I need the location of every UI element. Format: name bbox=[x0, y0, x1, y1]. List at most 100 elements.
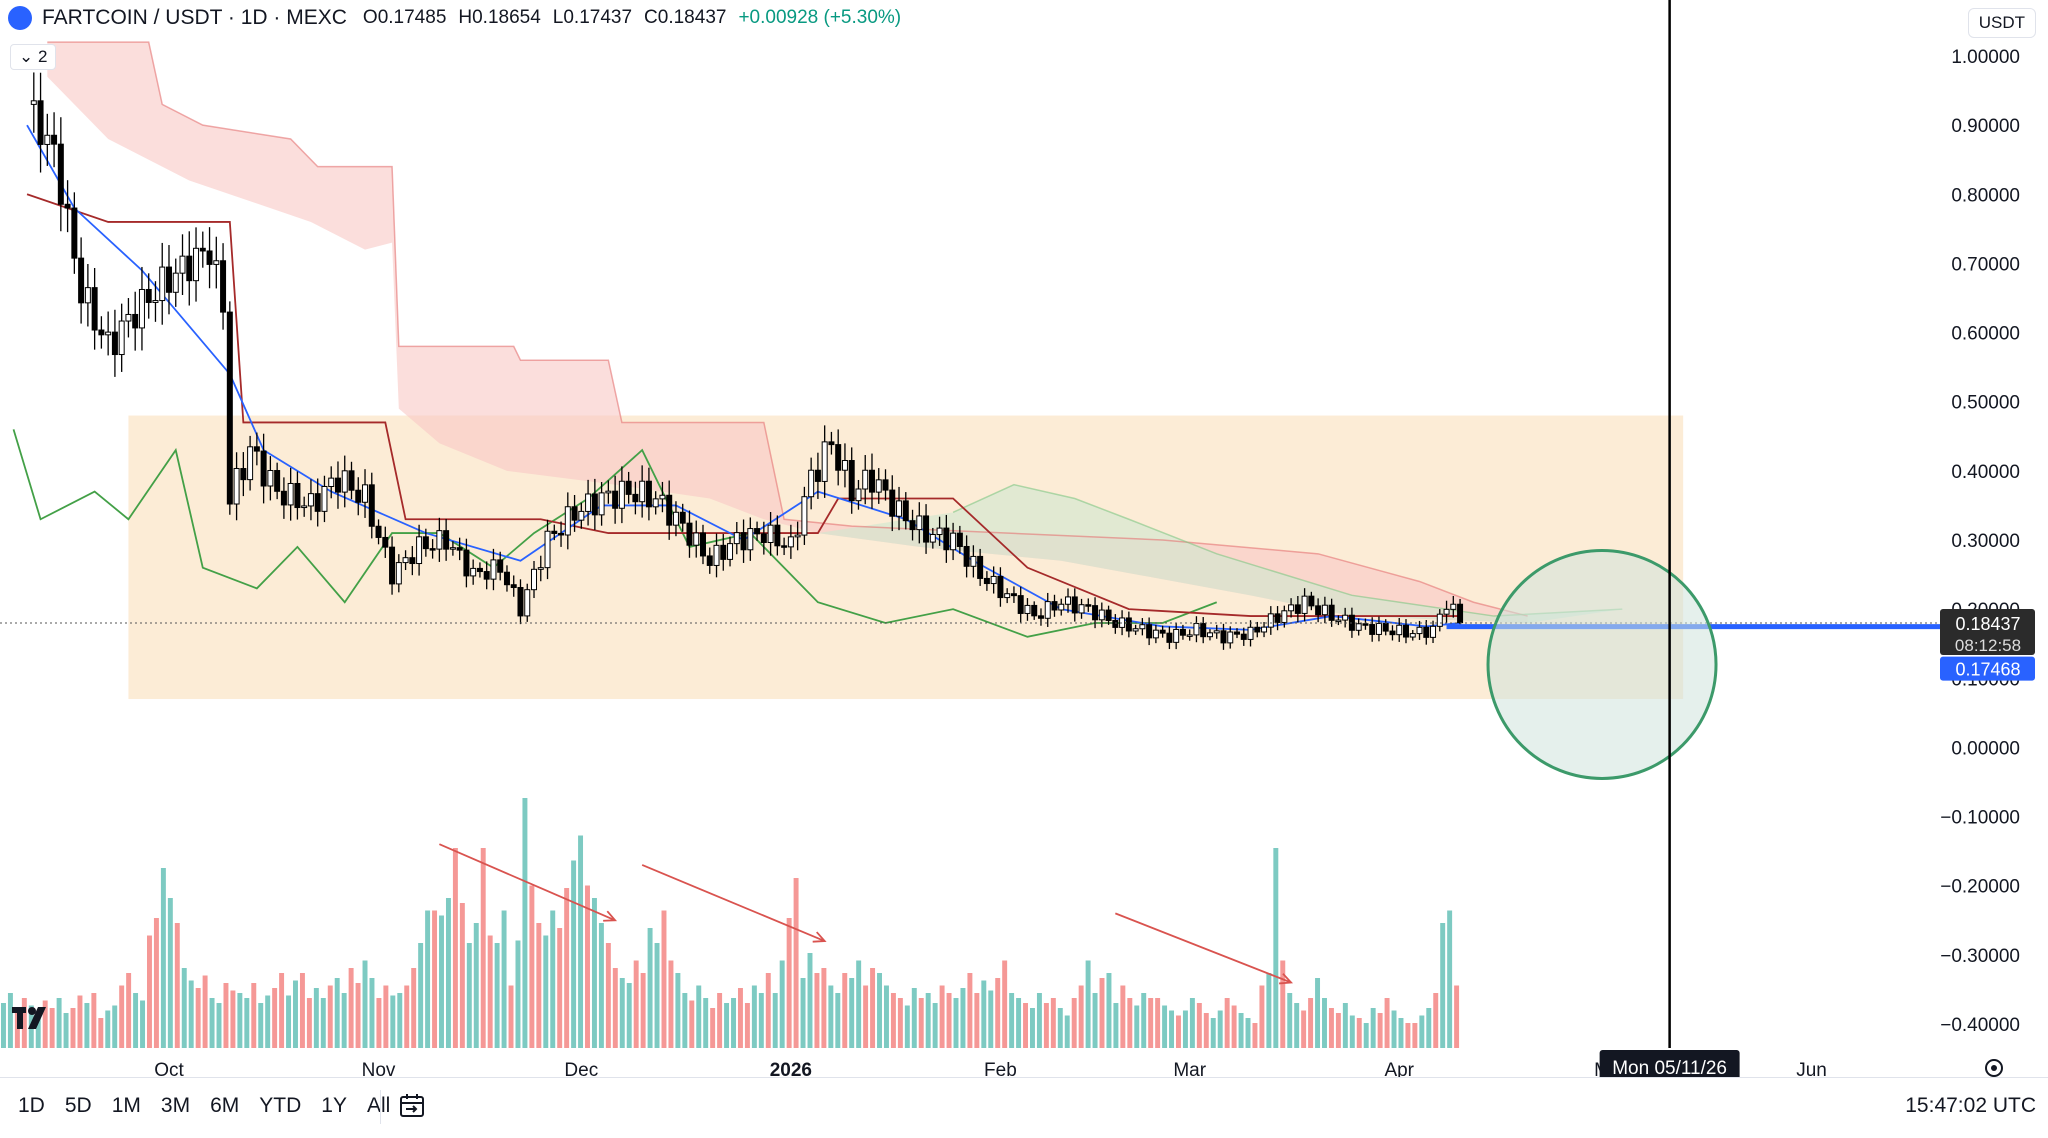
volume-bar bbox=[1440, 923, 1446, 1048]
candle bbox=[490, 548, 497, 591]
candle bbox=[1146, 617, 1153, 646]
candle bbox=[98, 316, 105, 349]
candle bbox=[787, 524, 794, 559]
volume-bar bbox=[445, 898, 451, 1048]
volume-bar bbox=[1120, 985, 1126, 1048]
bar-countdown: 08:12:58 bbox=[1955, 636, 2021, 655]
volume-bar bbox=[765, 973, 771, 1048]
candle bbox=[362, 469, 369, 518]
volume-bar bbox=[1447, 910, 1453, 1048]
candle bbox=[902, 492, 909, 530]
kijun-sen-line bbox=[26, 193, 1461, 617]
time-axis[interactable]: OctNovDec2026FebMarAprMJun bbox=[154, 1060, 1827, 1081]
candle bbox=[368, 472, 375, 539]
currency-selector[interactable]: USDT bbox=[1967, 8, 2036, 38]
volume-bar bbox=[1266, 973, 1272, 1048]
candle bbox=[1274, 606, 1281, 631]
candle bbox=[1139, 618, 1146, 636]
ichimoku-cloud-bullish bbox=[817, 484, 1623, 623]
candle bbox=[476, 562, 483, 578]
indicators-toggle[interactable]: ⌄ 2 bbox=[10, 44, 57, 70]
volume-bar bbox=[480, 848, 486, 1048]
high-value: H0.18654 bbox=[458, 7, 541, 28]
range-button-5d[interactable]: 5D bbox=[64, 1094, 92, 1117]
volume-bar bbox=[1148, 998, 1154, 1048]
candle bbox=[1247, 620, 1254, 647]
range-button-all[interactable]: All bbox=[366, 1094, 391, 1117]
candle bbox=[564, 492, 571, 550]
trend-arrow-drawing[interactable] bbox=[641, 864, 827, 943]
volume-bar bbox=[320, 998, 326, 1048]
volume-bar bbox=[758, 993, 764, 1048]
candle bbox=[1159, 625, 1166, 638]
price-tick-label: −0.20000 bbox=[1940, 877, 2020, 898]
price-tick-label: 0.60000 bbox=[1951, 324, 2020, 345]
volume-bar bbox=[974, 993, 980, 1048]
range-button-1d[interactable]: 1D bbox=[18, 1094, 45, 1117]
volume-bar bbox=[640, 973, 646, 1048]
time-tick-label: Nov bbox=[362, 1060, 396, 1081]
candle bbox=[1200, 617, 1207, 644]
volume-bar bbox=[313, 988, 319, 1048]
calendar-goto-icon[interactable] bbox=[398, 1092, 428, 1120]
utc-clock[interactable]: 15:47:02 UTC bbox=[1905, 1094, 2036, 1117]
candle bbox=[463, 538, 470, 588]
volume-bar bbox=[473, 923, 479, 1048]
volume-bar bbox=[1196, 1003, 1202, 1048]
volume-bar bbox=[543, 935, 549, 1048]
candle bbox=[287, 467, 294, 521]
symbol-title[interactable]: FARTCOIN / USDT · 1D · MEXC bbox=[42, 6, 347, 29]
candle bbox=[1152, 624, 1159, 644]
candle bbox=[558, 521, 565, 547]
candle bbox=[672, 501, 679, 537]
volume-bar bbox=[571, 860, 577, 1048]
volume-bar bbox=[439, 915, 444, 1048]
candle bbox=[943, 514, 950, 563]
volume-bar bbox=[877, 973, 882, 1048]
candle bbox=[1288, 598, 1295, 618]
candle bbox=[1078, 598, 1085, 619]
range-button-6m[interactable]: 6M bbox=[210, 1094, 240, 1117]
range-button-1y[interactable]: 1Y bbox=[321, 1094, 347, 1117]
tradingview-logo-icon[interactable] bbox=[12, 1005, 56, 1036]
candle bbox=[321, 475, 328, 523]
volume-bar bbox=[272, 988, 278, 1048]
candle bbox=[382, 526, 389, 558]
candle bbox=[1132, 624, 1139, 635]
volume-bar bbox=[147, 935, 152, 1048]
candle bbox=[274, 462, 281, 500]
range-button-3m[interactable]: 3M bbox=[160, 1094, 191, 1117]
range-button-1m[interactable]: 1M bbox=[111, 1094, 141, 1117]
volume-bar bbox=[98, 1018, 104, 1048]
range-box[interactable] bbox=[128, 415, 1684, 700]
candle bbox=[1186, 629, 1193, 641]
time-tick-label: 2026 bbox=[770, 1060, 812, 1081]
price-axis[interactable]: 1.00000 0.90000 0.80000 0.70000 0.60000 0.500… bbox=[1940, 47, 2020, 1036]
gear-icon[interactable] bbox=[1985, 1059, 2003, 1077]
candle bbox=[1409, 630, 1416, 641]
volume-bar bbox=[174, 923, 180, 1048]
candle bbox=[1355, 618, 1362, 636]
volume-bar bbox=[119, 985, 125, 1048]
volume-bar bbox=[1342, 1003, 1348, 1048]
time-tick-label: Oct bbox=[154, 1060, 184, 1081]
volume-bar bbox=[1078, 985, 1084, 1048]
trend-arrow-drawing[interactable] bbox=[439, 843, 618, 922]
volume-bar bbox=[258, 1003, 264, 1048]
bottom-toolbar: 1D 5D 1M 3M 6M YTD 1Y All 15:47:02 UTC bbox=[0, 1077, 2048, 1138]
volume-bar bbox=[925, 993, 931, 1048]
candle bbox=[1301, 588, 1308, 622]
candle bbox=[868, 453, 875, 509]
volume-bar bbox=[1210, 1018, 1216, 1048]
price-tick-label: −0.40000 bbox=[1940, 1015, 2020, 1036]
candle bbox=[260, 433, 267, 504]
trend-arrow-drawing[interactable] bbox=[1115, 912, 1294, 985]
circle-drawing[interactable] bbox=[1486, 548, 1718, 780]
candle bbox=[801, 486, 808, 545]
candle bbox=[983, 571, 990, 591]
chikou-span-line bbox=[12, 429, 1218, 638]
candle bbox=[111, 309, 118, 377]
range-button-ytd[interactable]: YTD bbox=[259, 1094, 302, 1117]
candle bbox=[1375, 616, 1382, 642]
